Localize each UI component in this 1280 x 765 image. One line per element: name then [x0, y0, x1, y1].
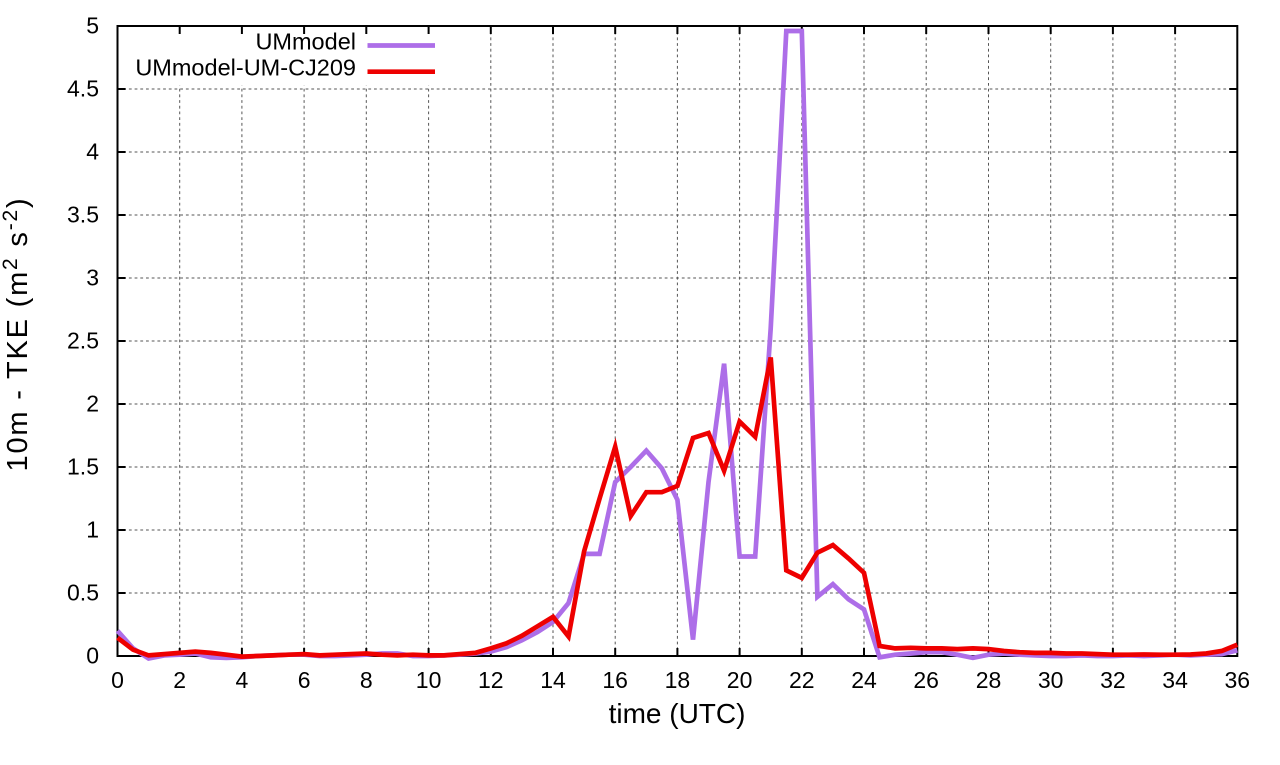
svg-text:2: 2 [173, 667, 186, 693]
svg-text:12: 12 [478, 667, 504, 693]
svg-text:2.5: 2.5 [67, 328, 99, 354]
svg-text:1: 1 [86, 517, 99, 543]
svg-text:10: 10 [416, 667, 442, 693]
svg-text:time (UTC): time (UTC) [609, 698, 746, 729]
svg-text:0: 0 [86, 643, 99, 669]
svg-text:5: 5 [86, 13, 99, 39]
svg-text:2: 2 [86, 391, 99, 417]
svg-text:0: 0 [111, 667, 124, 693]
svg-text:0.5: 0.5 [67, 580, 99, 606]
svg-text:1.5: 1.5 [67, 454, 99, 480]
svg-text:3: 3 [86, 265, 99, 291]
svg-text:UMmodel-UM-CJ209: UMmodel-UM-CJ209 [135, 55, 356, 81]
svg-text:24: 24 [851, 667, 877, 693]
svg-text:8: 8 [360, 667, 373, 693]
svg-text:UMmodel: UMmodel [255, 29, 356, 55]
svg-text:30: 30 [1038, 667, 1064, 693]
svg-text:10m - TKE (m2 s-2): 10m - TKE (m2 s-2) [0, 197, 34, 472]
svg-text:3.5: 3.5 [67, 202, 99, 228]
svg-text:20: 20 [727, 667, 753, 693]
svg-text:36: 36 [1225, 667, 1251, 693]
svg-text:34: 34 [1162, 667, 1188, 693]
svg-text:18: 18 [665, 667, 691, 693]
svg-text:22: 22 [789, 667, 815, 693]
svg-text:6: 6 [298, 667, 311, 693]
svg-text:28: 28 [976, 667, 1002, 693]
svg-text:16: 16 [602, 667, 628, 693]
svg-text:4: 4 [236, 667, 249, 693]
svg-text:14: 14 [540, 667, 566, 693]
svg-text:4.5: 4.5 [67, 76, 99, 102]
svg-text:32: 32 [1100, 667, 1126, 693]
svg-text:4: 4 [86, 139, 99, 165]
svg-text:26: 26 [913, 667, 939, 693]
